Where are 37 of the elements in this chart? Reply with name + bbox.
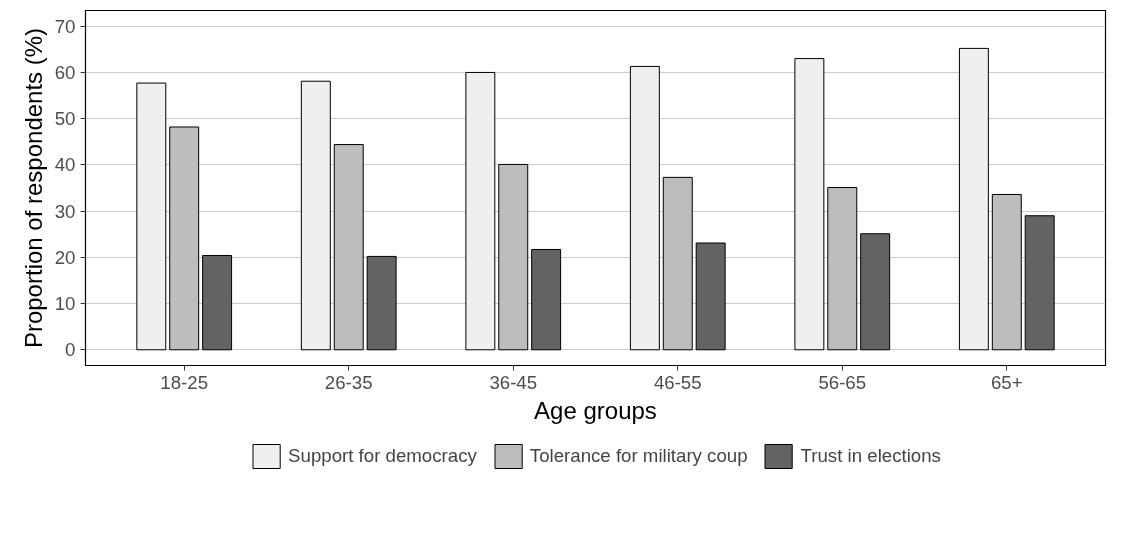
bar	[860, 233, 891, 351]
x-tick-label: 26-35	[324, 371, 373, 393]
y-tick-label: 30	[54, 200, 76, 222]
legend-label: Trust in elections	[800, 445, 941, 467]
y-tick-label: 50	[54, 108, 76, 130]
legend-label: Support for democracy	[288, 445, 477, 467]
bar	[629, 65, 660, 351]
bar	[794, 58, 825, 351]
x-tick-label: 56-65	[818, 371, 867, 393]
bar	[366, 255, 397, 351]
bar	[136, 82, 167, 351]
bar	[333, 144, 364, 351]
y-tick-label: 0	[65, 339, 76, 361]
bar	[662, 176, 693, 351]
bar	[498, 163, 529, 351]
legend-label: Tolerance for military coup	[529, 445, 748, 467]
bar	[1024, 215, 1055, 351]
bar	[202, 254, 233, 351]
bar	[695, 242, 726, 351]
y-tick-label: 40	[54, 154, 76, 176]
bar	[827, 187, 858, 351]
bar	[465, 71, 496, 351]
y-tick-label: 70	[54, 15, 76, 37]
bar	[958, 47, 989, 351]
bar	[991, 193, 1022, 351]
x-axis-title: Age groups	[534, 396, 657, 424]
y-axis-title: Proportion of respondents (%)	[19, 27, 47, 349]
y-tick-label: 20	[54, 246, 76, 268]
bar	[169, 126, 200, 351]
y-tick-label: 60	[54, 61, 76, 83]
x-tick-label: 65+	[990, 371, 1023, 393]
bar	[300, 80, 331, 351]
x-tick-label: 36-45	[489, 371, 538, 393]
bar	[531, 248, 562, 351]
x-tick-label: 18-25	[160, 371, 209, 393]
y-tick-label: 10	[54, 293, 76, 315]
x-tick-label: 46-55	[653, 371, 702, 393]
